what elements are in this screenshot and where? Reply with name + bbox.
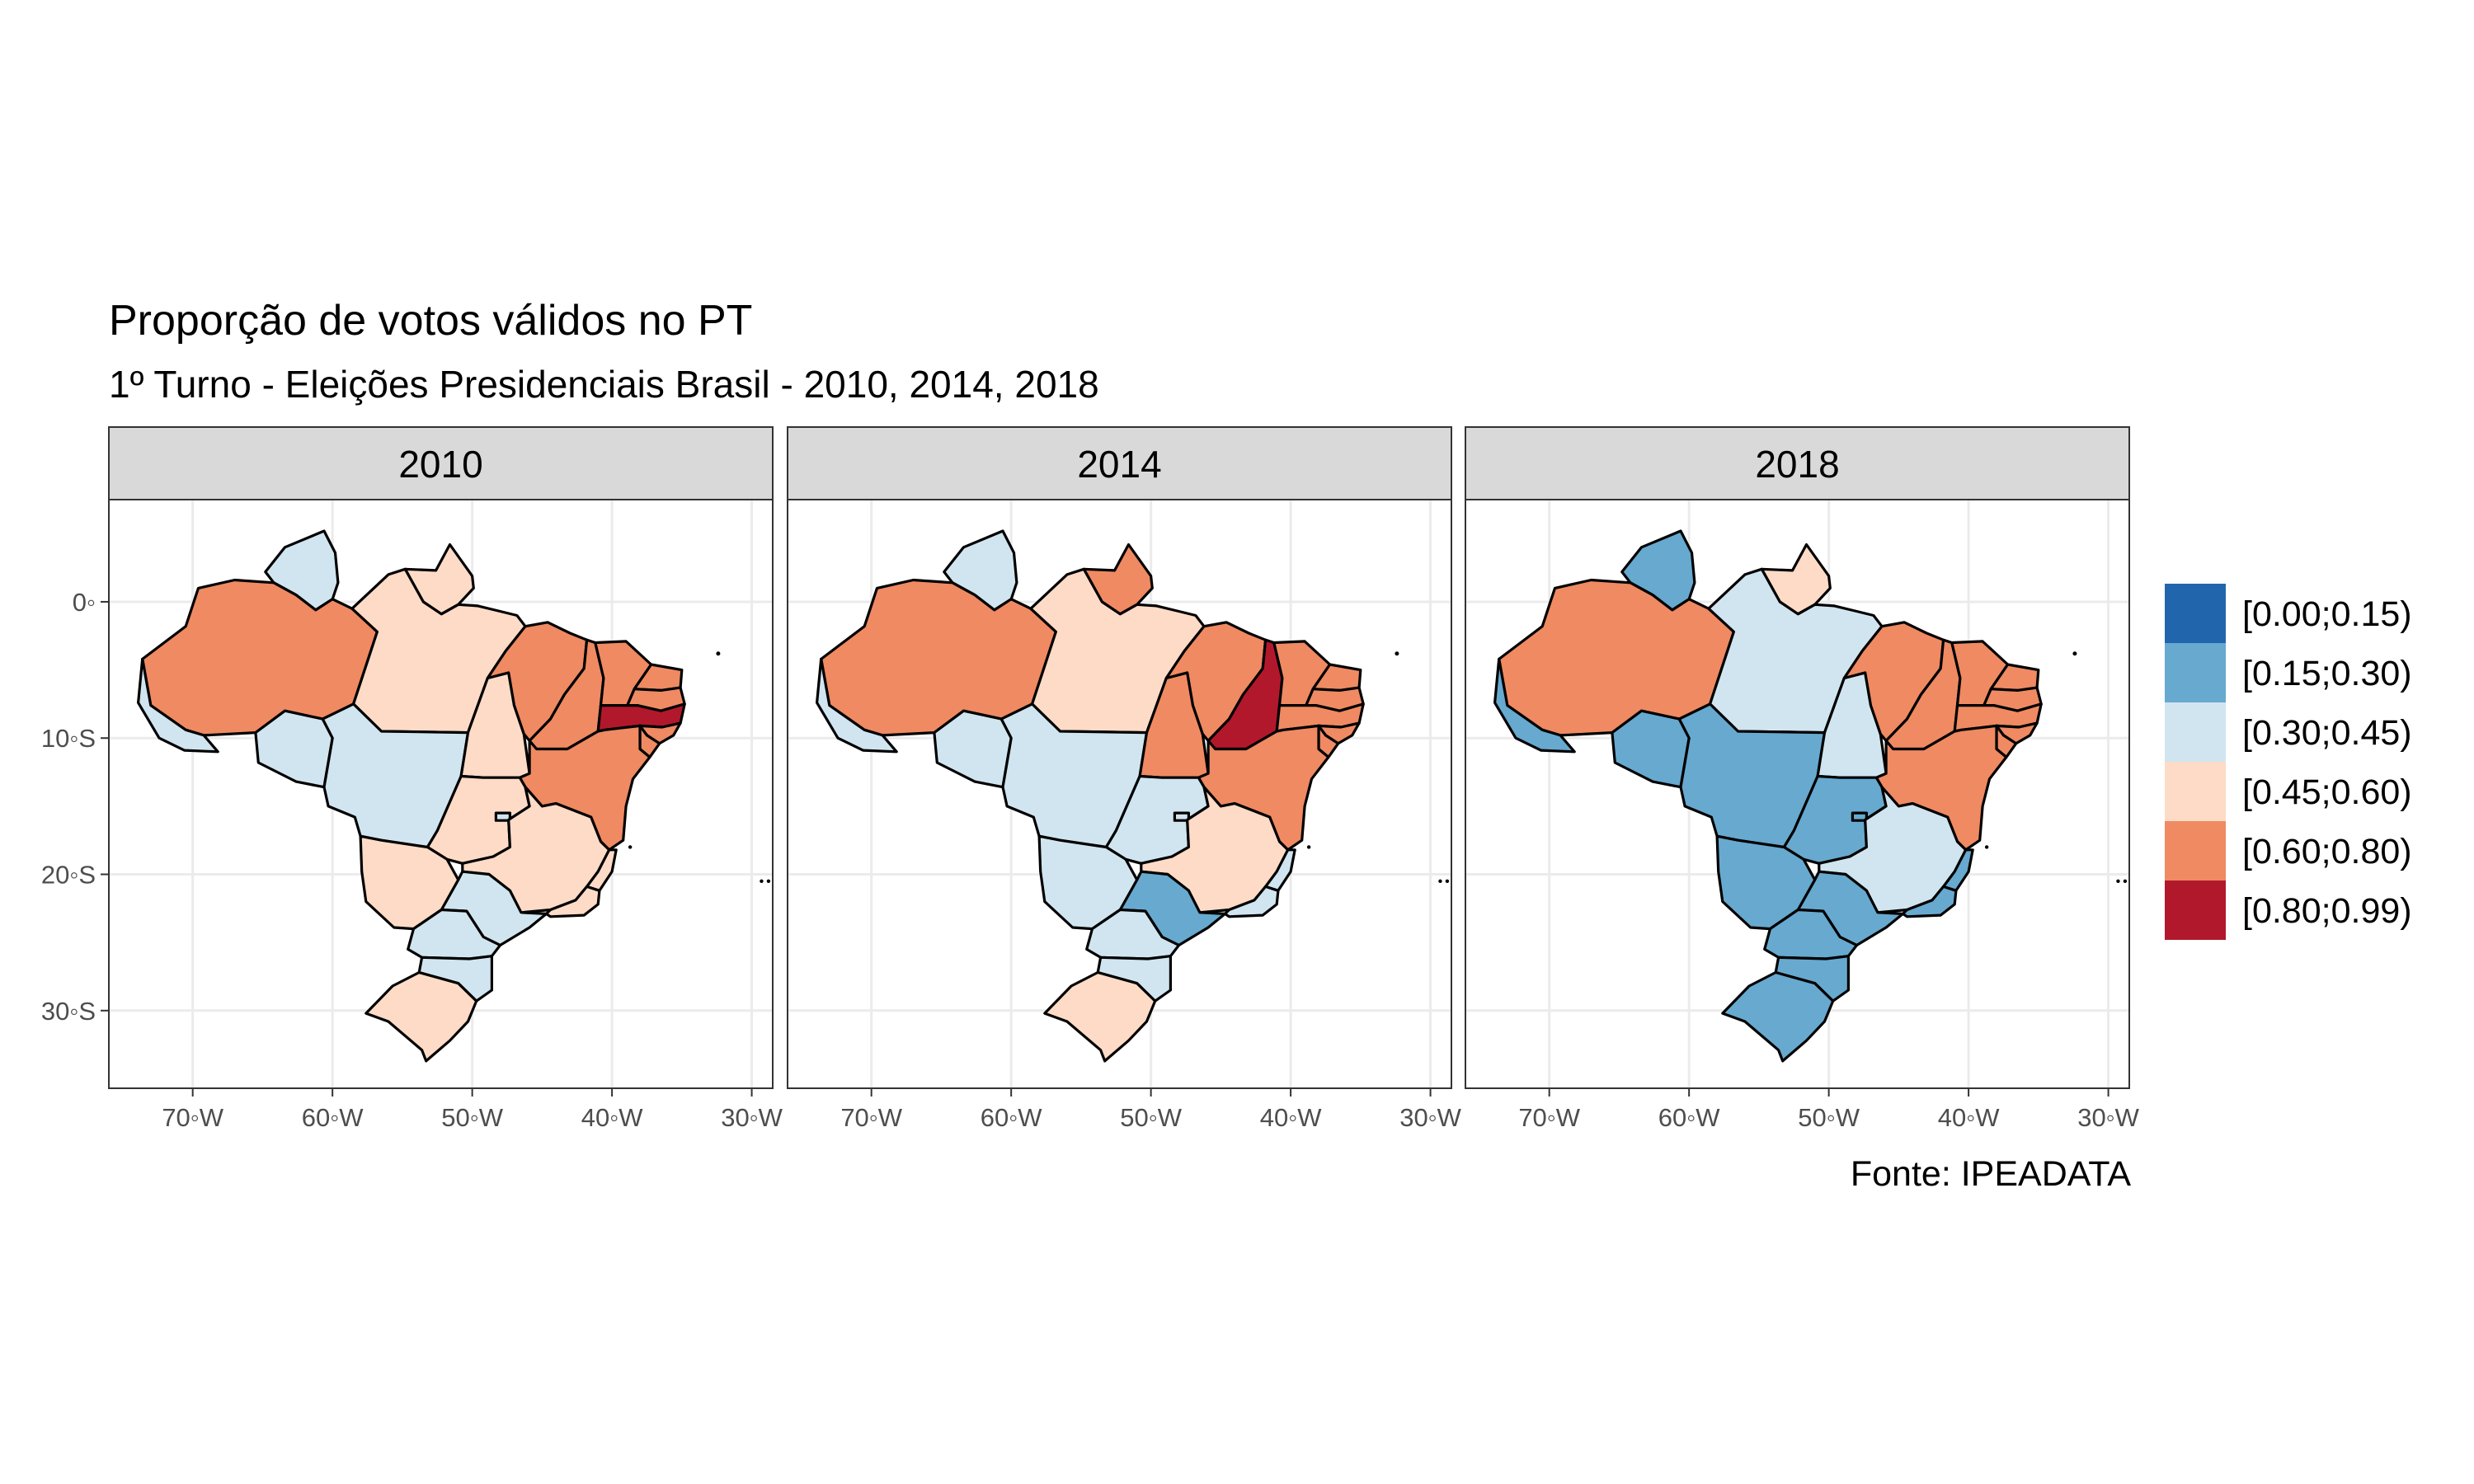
facet-strip <box>108 426 774 500</box>
state-polygons <box>137 529 686 1063</box>
island-martim-vaz <box>1445 879 1450 883</box>
x-tick-label: 40◦W <box>1938 1103 2000 1132</box>
state-ac <box>815 657 898 754</box>
island-abrolhos <box>1306 845 1311 849</box>
island-fernando-de-noronha <box>2072 651 2077 656</box>
island-trindade <box>1438 879 1442 883</box>
facet-strip-label: 2014 <box>1077 443 1161 486</box>
panel-border <box>1465 499 2130 1089</box>
legend-swatch <box>2165 702 2226 762</box>
x-tick-label: 50◦W <box>441 1103 503 1132</box>
legend-label: [0.15;0.30) <box>2242 654 2412 693</box>
legend-swatch <box>2165 584 2226 643</box>
x-tick-label: 70◦W <box>1518 1103 1580 1132</box>
y-tick-label: 10◦S <box>41 724 96 753</box>
x-tick-label: 50◦W <box>1798 1103 1860 1132</box>
state-pr <box>407 908 502 960</box>
x-tick-label: 30◦W <box>721 1103 783 1132</box>
island-fernando-de-noronha <box>1395 651 1399 656</box>
source-caption: Fonte: IPEADATA <box>1851 1154 2131 1194</box>
legend-label: [0.60;0.80) <box>2242 832 2412 871</box>
state-rj <box>1901 885 1958 918</box>
x-tick-label: 70◦W <box>840 1103 902 1132</box>
island-trindade <box>2116 879 2120 883</box>
figure-title: Proporção de votos válidos no PT <box>109 297 752 345</box>
x-tick-label: 40◦W <box>581 1103 643 1132</box>
facet-strip-label: 2010 <box>398 443 482 486</box>
island-abrolhos <box>1984 845 1989 849</box>
x-tick-label: 70◦W <box>162 1103 223 1132</box>
facet-panel-2010: 2010 70◦W 60◦W 50◦W 40◦W 30◦W 0◦ 10◦S 20◦S 30◦S <box>41 426 783 1132</box>
facet-strip <box>787 426 1452 500</box>
legend-swatch <box>2165 762 2226 821</box>
legend: [0.00;0.15) [0.15;0.30) [0.30;0.45) [0.45;0… <box>2165 584 2412 940</box>
legend-label: [0.45;0.60) <box>2242 773 2412 812</box>
y-tick-label: 30◦S <box>41 997 96 1026</box>
legend-label: [0.00;0.15) <box>2242 594 2412 634</box>
x-tick-label: 40◦W <box>1260 1103 1322 1132</box>
x-tick-label: 30◦W <box>2077 1103 2139 1132</box>
y-tick-label: 0◦ <box>73 588 96 617</box>
island-abrolhos <box>628 845 633 849</box>
state-pr <box>1763 908 1859 960</box>
facet-panel-2018: 2018 70◦W 60◦W 50◦W 40◦W 30◦W <box>1465 426 2140 1132</box>
legend-swatch <box>2165 881 2226 940</box>
legend-swatch <box>2165 821 2226 881</box>
state-rj <box>544 885 601 918</box>
state-rs <box>1043 970 1157 1063</box>
state-ac <box>137 657 219 754</box>
panel-border <box>108 499 774 1089</box>
facet-strip <box>1465 426 2130 500</box>
state-polygons <box>1493 529 2043 1063</box>
y-tick-label: 20◦S <box>41 861 96 890</box>
island-trindade <box>760 879 764 883</box>
legend-swatch <box>2165 643 2226 702</box>
x-tick-label: 60◦W <box>302 1103 364 1132</box>
x-tick-label: 30◦W <box>1399 1103 1461 1132</box>
x-tick-label: 60◦W <box>1658 1103 1720 1132</box>
state-polygons <box>815 529 1365 1063</box>
facet-strip-label: 2018 <box>1755 443 1839 486</box>
island-martim-vaz <box>2123 879 2128 883</box>
facet-panel-2014: 2014 70◦W 60◦W 50◦W 40◦W 30◦W <box>787 426 1462 1132</box>
x-tick-label: 50◦W <box>1120 1103 1182 1132</box>
panel-border <box>787 499 1452 1089</box>
x-tick-label: 60◦W <box>981 1103 1042 1132</box>
state-ms <box>359 834 460 931</box>
island-martim-vaz <box>766 879 771 883</box>
state-rs <box>365 970 478 1063</box>
legend-label: [0.30;0.45) <box>2242 713 2412 753</box>
state-ac <box>1493 657 1576 754</box>
state-ms <box>1715 834 1817 931</box>
state-rs <box>1721 970 1835 1063</box>
figure-subtitle: 1º Turno - Eleições Presidenciais Brasil… <box>109 363 1099 406</box>
state-rj <box>1223 885 1280 918</box>
legend-label: [0.80;0.99) <box>2242 891 2412 931</box>
state-ms <box>1037 834 1139 931</box>
island-fernando-de-noronha <box>716 651 721 656</box>
state-pr <box>1085 908 1181 960</box>
